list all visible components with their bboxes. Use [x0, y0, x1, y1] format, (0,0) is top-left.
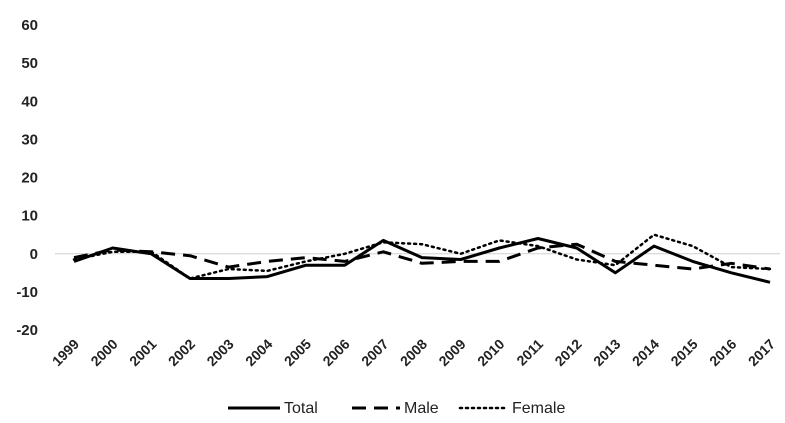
series-line-male: [73, 242, 771, 271]
legend: Total Male Female: [228, 400, 565, 417]
x-tick-label: 2014: [629, 336, 662, 369]
x-tick-label: 2002: [165, 336, 198, 369]
y-tick-label: -20: [16, 322, 38, 339]
x-tick-label: 2011: [513, 336, 546, 369]
y-tick-label: 10: [21, 208, 38, 225]
legend-label-male: Male: [404, 400, 439, 417]
series-line-female: [72, 233, 772, 280]
y-tick-label: 30: [21, 131, 38, 148]
x-tick-label: 2001: [126, 336, 159, 369]
x-tick-label: 2015: [667, 336, 700, 369]
x-tick-label: 2004: [242, 336, 275, 369]
y-tick-label: 0: [30, 246, 38, 263]
x-tick-label: 2003: [203, 336, 236, 369]
legend-label-total: Total: [284, 400, 318, 417]
x-tick-label: 2005: [281, 336, 314, 369]
y-tick-label: 50: [21, 55, 38, 72]
x-tick-label: 2009: [435, 336, 468, 369]
x-tick-label: 2006: [319, 336, 352, 369]
x-tick-label: 2017: [745, 336, 778, 369]
series-lines: [72, 233, 772, 284]
x-tick-label: 2012: [551, 336, 584, 369]
x-axis-tick-labels: 1999 2000 2001 2002 2003 2004 2005 2006 2007 2008…: [49, 336, 778, 369]
x-tick-label: 2007: [358, 336, 391, 369]
y-tick-label: 40: [21, 93, 38, 110]
y-tick-label: 20: [21, 170, 38, 187]
x-tick-label: 2013: [590, 336, 623, 369]
legend-label-female: Female: [512, 400, 565, 417]
y-tick-label: -10: [16, 284, 38, 301]
x-tick-label: 1999: [49, 336, 82, 369]
x-tick-label: 2016: [706, 336, 739, 369]
x-tick-label: 2000: [87, 336, 120, 369]
y-tick-label: 60: [21, 17, 38, 34]
x-tick-label: 2008: [397, 336, 430, 369]
y-axis-tick-labels: 60 50 40 30 20 10 0 -10 -20: [16, 17, 38, 339]
x-tick-label: 2010: [474, 336, 507, 369]
